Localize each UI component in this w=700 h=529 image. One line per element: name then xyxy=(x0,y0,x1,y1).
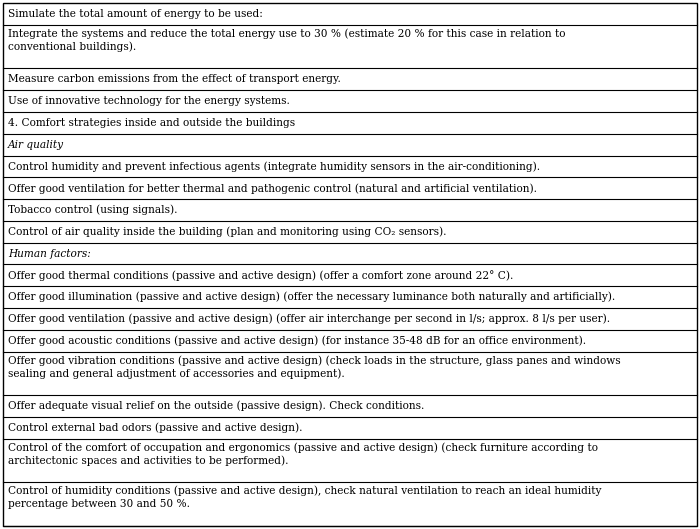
Text: Control of the comfort of occupation and ergonomics (passive and active design) : Control of the comfort of occupation and… xyxy=(8,442,598,467)
Text: Control of air quality inside the building (plan and monitoring using CO₂ sensor: Control of air quality inside the buildi… xyxy=(8,226,447,237)
Text: Air quality: Air quality xyxy=(8,140,64,150)
Text: Offer good vibration conditions (passive and active design) (check loads in the : Offer good vibration conditions (passive… xyxy=(8,355,621,379)
Text: Measure carbon emissions from the effect of transport energy.: Measure carbon emissions from the effect… xyxy=(8,74,341,84)
Text: Offer good acoustic conditions (passive and active design) (for instance 35-48 d: Offer good acoustic conditions (passive … xyxy=(8,335,586,346)
Text: Control humidity and prevent infectious agents (integrate humidity sensors in th: Control humidity and prevent infectious … xyxy=(8,161,540,172)
Text: Control of humidity conditions (passive and active design), check natural ventil: Control of humidity conditions (passive … xyxy=(8,486,601,509)
Text: 4. Comfort strategies inside and outside the buildings: 4. Comfort strategies inside and outside… xyxy=(8,118,295,128)
Text: Control external bad odors (passive and active design).: Control external bad odors (passive and … xyxy=(8,423,302,433)
Text: Offer good ventilation for better thermal and pathogenic control (natural and ar: Offer good ventilation for better therma… xyxy=(8,183,537,194)
Text: Integrate the systems and reduce the total energy use to 30 % (estimate 20 % for: Integrate the systems and reduce the tot… xyxy=(8,28,566,52)
Text: Offer good illumination (passive and active design) (offer the necessary luminan: Offer good illumination (passive and act… xyxy=(8,292,615,303)
Text: Offer good thermal conditions (passive and active design) (offer a comfort zone : Offer good thermal conditions (passive a… xyxy=(8,270,513,281)
Text: Tobacco control (using signals).: Tobacco control (using signals). xyxy=(8,205,178,215)
Text: Use of innovative technology for the energy systems.: Use of innovative technology for the ene… xyxy=(8,96,290,106)
Text: Offer good ventilation (passive and active design) (offer air interchange per se: Offer good ventilation (passive and acti… xyxy=(8,314,610,324)
Text: Simulate the total amount of energy to be used:: Simulate the total amount of energy to b… xyxy=(8,9,263,19)
Text: Human factors:: Human factors: xyxy=(8,249,91,259)
Text: Offer adequate visual relief on the outside (passive design). Check conditions.: Offer adequate visual relief on the outs… xyxy=(8,401,424,412)
